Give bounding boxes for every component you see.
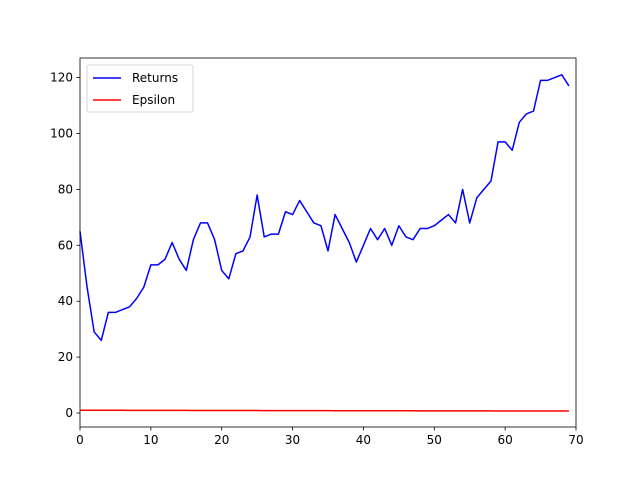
y-tick-label: 20 — [58, 350, 73, 364]
x-tick-label: 40 — [356, 433, 371, 447]
x-tick-label: 0 — [76, 433, 84, 447]
x-tick-label: 20 — [214, 433, 229, 447]
x-tick-label: 60 — [498, 433, 513, 447]
x-tick-label: 50 — [427, 433, 442, 447]
x-tick-label: 30 — [285, 433, 300, 447]
series-layer — [79, 74, 570, 412]
x-tick-label: 10 — [143, 433, 158, 447]
series-line-returns — [79, 74, 570, 342]
y-tick-label: 80 — [58, 182, 73, 196]
x-axis: 0 10 20 30 40 50 60 70 — [76, 427, 584, 447]
y-axis: 0 20 40 60 80 100 120 — [50, 71, 80, 420]
x-tick-label: 70 — [568, 433, 583, 447]
legend: Returns Epsilon — [86, 64, 194, 113]
y-tick-label: 100 — [50, 126, 73, 140]
y-tick-label: 40 — [58, 294, 73, 308]
y-tick-label: 0 — [65, 406, 73, 420]
legend-label-epsilon: Epsilon — [132, 93, 175, 107]
legend-label-returns: Returns — [132, 71, 178, 85]
series-line-epsilon — [79, 409, 569, 412]
y-tick-label: 120 — [50, 71, 73, 85]
plot-frame — [79, 57, 577, 428]
y-tick-label: 60 — [58, 238, 73, 252]
